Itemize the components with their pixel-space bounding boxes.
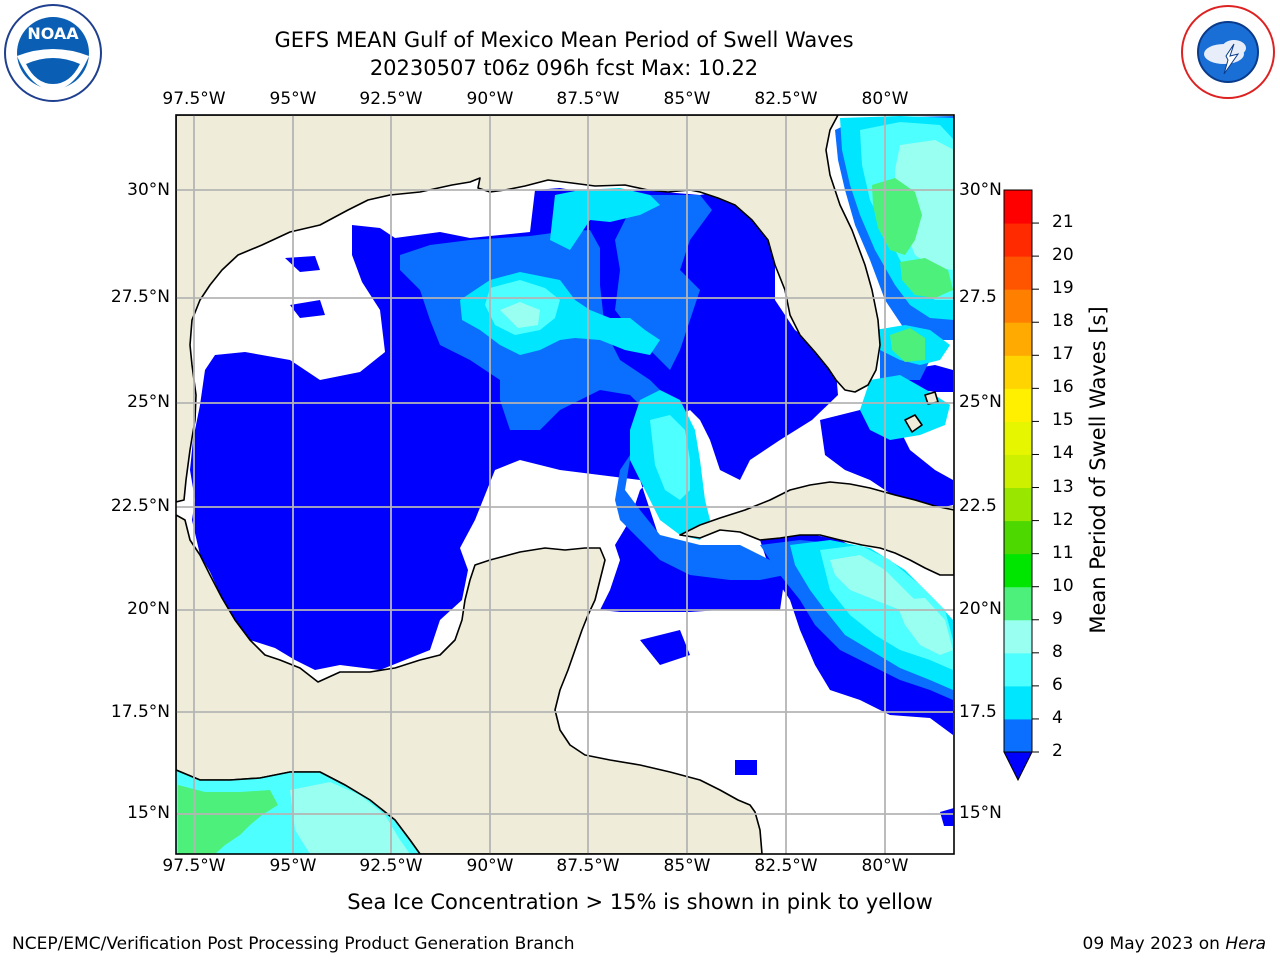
colorbar-block [1004,190,1032,224]
lon-label-bottom: 95°W [269,856,317,876]
chart-subtitle: 20230507 t06z 096h fcst Max: 10.22 [369,56,759,80]
colorbar-block [1004,322,1032,356]
colorbar-tick-label: 17 [1052,344,1074,365]
lat-label-left: 15°N [127,803,170,823]
lon-label-top: 90°W [466,89,514,109]
lat-label-left: 30°N [127,180,170,200]
colorbar-block [1004,223,1032,257]
colorbar-block [1004,553,1032,588]
colorbar-tick-label: 4 [1052,707,1063,728]
colorbar-block [1004,520,1032,555]
graticule [176,115,954,854]
lon-label-bottom: 87.5°W [556,856,620,876]
lon-label-bottom: 90°W [466,856,514,876]
lat-label-right: 17.5 [959,702,997,722]
lon-label-top: 95°W [269,89,317,109]
lon-label-top: 82.5°W [754,89,818,109]
lon-label-top: 85°W [663,89,711,109]
colorbar-block [1004,256,1032,290]
colorbar-tick-label: 20 [1052,245,1074,266]
lat-label-right: 20°N [959,599,1002,619]
lon-label-bottom: 85°W [663,856,711,876]
lat-label-left: 27.5°N [110,287,170,307]
colorbar-block [1004,388,1032,422]
colorbar-block [1004,619,1032,654]
lon-label-bottom: 82.5°W [754,856,818,876]
colorbar-tick-label: 2 [1052,741,1063,761]
lat-label-left: 25°N [127,392,170,412]
colorbar-tick-label: 14 [1052,443,1074,464]
colorbar-block [1004,652,1032,687]
lon-label-top: 97.5°W [162,89,226,109]
lat-label-right: 27.5 [959,287,997,307]
colorbar-block [1004,454,1032,489]
colorbar-tick-label: 19 [1052,278,1074,299]
footer-branch: NCEP/EMC/Verification Post Processing Pr… [12,934,575,954]
lon-label-top: 92.5°W [359,89,423,109]
colorbar-tick-label: 9 [1052,608,1063,629]
footer-date-text: 09 May 2023 on [1082,934,1226,954]
colorbar-tick-label: 18 [1052,311,1074,332]
swell-field [176,116,954,854]
colorbar-tick-label: 8 [1052,641,1063,662]
noaa-logo: NOAA [4,4,102,102]
map-frame [175,114,955,855]
colorbar-block [1004,685,1032,720]
colorbar-block [1004,421,1032,455]
svg-text:NOAA: NOAA [27,24,79,43]
colorbar-tick-label: 16 [1052,377,1074,398]
colorbar-block [1004,586,1032,621]
colorbar-tick-label: 21 [1052,212,1074,233]
colorbar-tick-label: 11 [1052,542,1074,563]
lat-label-right: 22.5 [959,496,997,516]
lon-label-top: 80°W [861,89,909,109]
lat-label-left: 20°N [127,599,170,619]
footer-machine: Hera [1225,934,1266,954]
colorbar-block [1004,718,1032,753]
lat-label-right: 30°N [959,180,1002,200]
colorbar-tick-label: 13 [1052,476,1074,497]
colorbar-tick-label: 15 [1052,410,1074,431]
lon-label-bottom: 80°W [861,856,909,876]
chart-title: GEFS MEAN Gulf of Mexico Mean Period of … [274,28,854,52]
lat-label-right: 15°N [959,803,1002,823]
colorbar-tick-label: 10 [1052,575,1074,596]
sea-ice-note: Sea Ice Concentration > 15% is shown in … [347,890,933,914]
lon-label-bottom: 92.5°W [359,856,423,876]
colorbar-block [1004,487,1032,522]
footer-date: 09 May 2023 on Hera [1083,934,1267,954]
lon-label-top: 87.5°W [556,89,620,109]
colorbar-block [1004,289,1032,323]
lat-label-right: 25°N [959,392,1002,412]
colorbar [1003,189,1039,782]
lon-label-bottom: 97.5°W [162,856,226,876]
lat-label-left: 17.5°N [110,702,170,722]
colorbar-tick-label: 12 [1052,509,1074,530]
nws-logo [1180,4,1276,100]
colorbar-extend-arrow [1003,751,1033,782]
lat-label-left: 22.5°N [110,496,170,516]
colorbar-block [1004,355,1032,389]
colorbar-label: Mean Period of Swell Waves [s] [1086,306,1110,634]
colorbar-tick-label: 6 [1052,674,1063,695]
